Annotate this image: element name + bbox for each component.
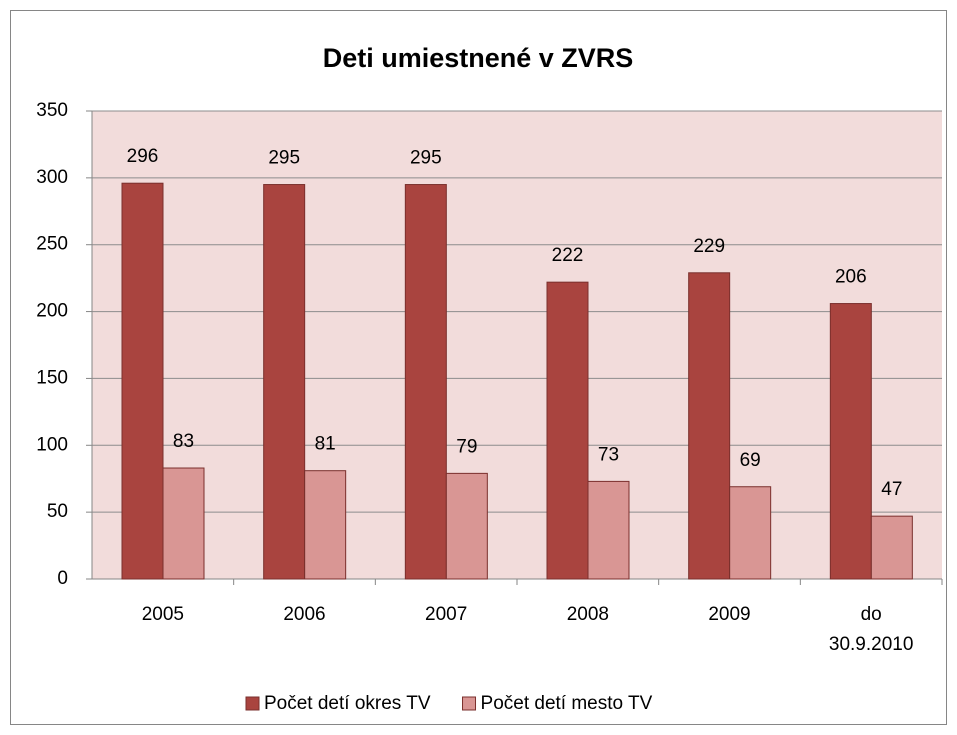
bar: [445, 472, 488, 580]
legend-swatch: [462, 696, 477, 711]
x-tick-label: do 30.9.2010: [829, 604, 914, 655]
x-tick-label: 2006: [283, 604, 325, 625]
bar: [404, 184, 447, 580]
y-tick-label: 300: [36, 167, 68, 188]
data-label: 81: [315, 434, 336, 455]
legend-swatch: [245, 696, 260, 711]
data-label: 222: [552, 245, 584, 266]
data-label: 295: [268, 148, 300, 169]
x-tick-label: 2008: [567, 604, 609, 625]
bar: [829, 303, 872, 580]
y-tick-label: 250: [36, 234, 68, 255]
data-label: 79: [456, 436, 477, 457]
bar: [304, 470, 347, 580]
data-label: 69: [740, 450, 761, 471]
x-tick-label: 2005: [142, 604, 184, 625]
x-tick-label: 2007: [425, 604, 467, 625]
y-tick-label: 200: [36, 301, 68, 322]
data-label: 206: [835, 267, 867, 288]
y-tick-label: 350: [36, 100, 68, 121]
y-tick-label: 150: [36, 367, 68, 388]
legend-label: Počet detí okres TV: [264, 693, 431, 714]
bar: [729, 486, 772, 580]
y-tick-label: 50: [47, 501, 68, 522]
data-label: 83: [173, 431, 194, 452]
legend-label: Počet detí mesto TV: [481, 693, 653, 714]
y-tick-label: 100: [36, 434, 68, 455]
bar: [870, 515, 913, 580]
bar: [587, 480, 630, 580]
data-label: 295: [410, 148, 442, 169]
bar: [162, 467, 205, 580]
data-label: 296: [127, 146, 159, 167]
data-label: 47: [881, 479, 902, 500]
bar: [121, 182, 164, 580]
bar: [263, 184, 306, 580]
bar: [688, 272, 731, 580]
bar: [546, 281, 589, 580]
chart-title: Deti umiestnené v ZVRS: [323, 43, 634, 73]
plot-area: [92, 111, 942, 579]
data-label: 229: [693, 236, 725, 257]
data-label: 73: [598, 444, 619, 465]
y-tick-label: 0: [57, 568, 68, 589]
x-tick-label: 2009: [708, 604, 750, 625]
